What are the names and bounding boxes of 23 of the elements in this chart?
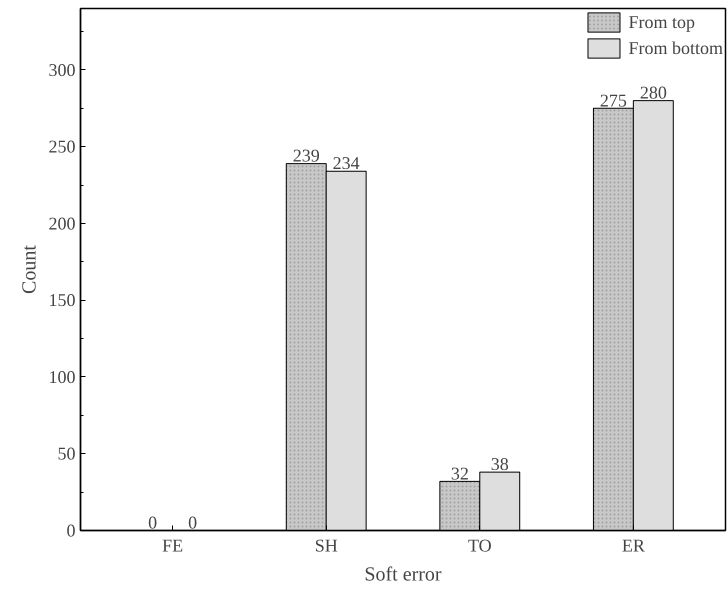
y-tick-label: 100 <box>48 366 76 387</box>
y-tick-label: 250 <box>48 136 76 157</box>
data-label: 0 <box>188 512 198 532</box>
y-tick-label: 300 <box>48 60 76 80</box>
data-label: 32 <box>450 463 469 484</box>
y-tick-label: 50 <box>58 444 76 464</box>
y-axis-title: Count <box>18 244 40 294</box>
x-tick-label: FE <box>162 536 184 556</box>
legend-label: From top <box>628 12 695 32</box>
y-tick-label: 200 <box>48 213 76 234</box>
data-label: 239 <box>292 146 320 166</box>
y-tick-label: 150 <box>48 290 76 310</box>
x-tick-label: ER <box>622 536 645 556</box>
data-label: 38 <box>490 454 509 474</box>
data-label: 275 <box>600 90 627 110</box>
x-tick-label: TO <box>468 536 492 556</box>
data-label: 234 <box>332 153 360 174</box>
data-label: 0 <box>148 512 158 532</box>
data-label: 280 <box>640 82 667 103</box>
x-axis-title: Soft error <box>364 564 442 586</box>
x-tick-label: SH <box>314 536 338 556</box>
legend-label: From bottom <box>628 38 723 58</box>
y-tick-label: 0 <box>66 520 76 540</box>
